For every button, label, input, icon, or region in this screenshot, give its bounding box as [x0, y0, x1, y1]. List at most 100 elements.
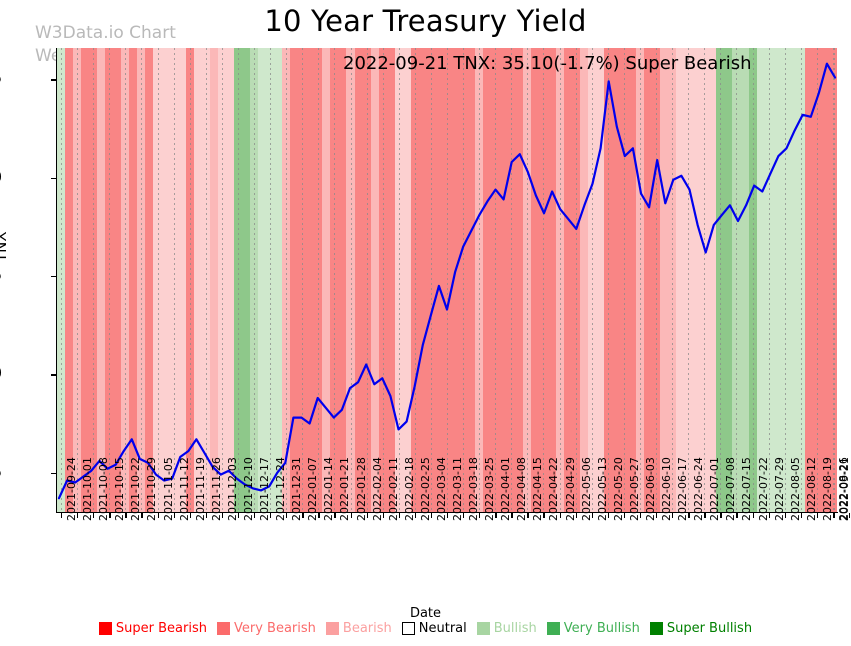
x-tick-mark: [816, 513, 819, 518]
gridline: [447, 48, 448, 512]
gridline: [656, 48, 658, 512]
series-line: [57, 62, 837, 500]
x-tick-label: 2022-07-08: [724, 457, 738, 521]
legend-item: Neutral: [401, 621, 467, 636]
y-axis-line: [56, 48, 58, 513]
x-tick-label: 2021-10-15: [113, 457, 127, 521]
regime-band: [209, 48, 219, 512]
x-tick-label: 2022-09-21: [838, 457, 851, 521]
gridline: [173, 48, 175, 512]
gridline: [511, 48, 513, 512]
x-tick-label: 2022-05-06: [579, 457, 593, 521]
x-tick-mark: [382, 513, 384, 518]
regime-band: [370, 48, 380, 512]
y-tick-label: 35: [0, 69, 2, 87]
x-tick-mark: [77, 513, 79, 518]
x-tick-mark: [607, 513, 610, 518]
x-tick-mark: [109, 513, 111, 518]
gridline: [752, 48, 754, 512]
x-tick-mark: [768, 513, 770, 518]
legend-swatch: [325, 622, 339, 635]
x-tick-label: 2022-03-18: [467, 457, 481, 521]
x-tick-mark: [205, 513, 208, 518]
gridline: [720, 48, 722, 512]
gridline: [559, 48, 561, 512]
x-tick-mark: [800, 513, 803, 518]
x-tick-label: 2022-06-17: [676, 457, 690, 521]
regime-band: [483, 48, 524, 512]
y-tick-label: 15: [0, 463, 2, 481]
gridline: [463, 48, 465, 512]
legend: Super Bearish Very Bearish Bearish Neutral B…: [0, 621, 851, 636]
x-tick-mark: [623, 513, 626, 518]
gridline: [591, 48, 593, 512]
y-tick-label: 20: [0, 364, 2, 382]
gridline: [237, 48, 239, 512]
gridline: [286, 48, 288, 512]
x-tick-mark: [639, 513, 642, 518]
legend-label: Bearish: [342, 621, 392, 636]
x-tick-label: 2021-10-01: [81, 457, 95, 521]
gridline: [270, 48, 272, 512]
x-tick-mark: [832, 513, 835, 518]
x-tick-label: 2022-01-21: [338, 457, 352, 521]
regime-band: [410, 48, 476, 512]
gridline: [141, 48, 143, 512]
x-tick-label: 2022-04-29: [563, 457, 577, 521]
y-tick-label: 25: [0, 266, 2, 284]
x-tick-mark: [511, 513, 513, 518]
x-tick-label: 2022-02-18: [402, 457, 416, 521]
x-tick-label: 2021-11-12: [177, 457, 191, 521]
x-tick-mark: [720, 513, 722, 518]
x-tick-mark: [173, 513, 175, 518]
x-tick-mark: [575, 513, 577, 518]
regime-band: [322, 48, 331, 512]
x-tick-label: 2022-02-25: [418, 457, 432, 521]
gridline: [205, 48, 207, 512]
x-tick-mark: [350, 513, 352, 518]
x-tick-mark: [141, 513, 143, 518]
x-tick-mark: [849, 513, 851, 518]
x-axis-line: [57, 512, 838, 514]
gridline: [398, 48, 400, 512]
x-tick-label: 2022-04-01: [499, 457, 513, 521]
x-tick-mark: [656, 513, 658, 518]
gridline: [382, 48, 384, 512]
gridline: [93, 48, 95, 512]
gridline: [77, 48, 79, 512]
x-tick-label: 2021-12-10: [241, 457, 255, 521]
x-tick-mark: [366, 513, 368, 518]
x-tick-label: 2022-06-10: [660, 457, 674, 521]
gridline: [495, 48, 497, 512]
x-tick-label: 2021-12-24: [274, 457, 288, 521]
legend-item: Bullish: [476, 621, 537, 636]
x-tick-mark: [254, 513, 256, 518]
x-tick-mark: [302, 513, 304, 518]
x-tick-mark: [430, 513, 433, 518]
x-tick-mark: [527, 513, 529, 518]
x-tick-label: 2021-11-26: [209, 457, 223, 521]
gridline: [816, 48, 818, 512]
gridline: [334, 48, 336, 512]
gridline: [350, 48, 352, 512]
gridline: [832, 48, 834, 512]
x-tick-mark: [704, 513, 706, 518]
gridline: [221, 48, 223, 512]
x-tick-label: 2022-07-01: [708, 457, 722, 521]
gridline: [414, 48, 416, 512]
regime-band: [579, 48, 589, 512]
x-tick-label: 2022-07-29: [772, 457, 786, 521]
gridline: [623, 48, 625, 512]
gridline: [672, 48, 674, 512]
legend-swatch: [401, 622, 415, 635]
x-tick-mark: [221, 513, 224, 518]
legend-swatch: [649, 622, 663, 635]
gridline: [61, 48, 63, 512]
gridline: [704, 48, 706, 512]
x-tick-label: 2022-05-20: [611, 457, 625, 521]
regime-band: [676, 48, 717, 512]
gridline: [302, 48, 304, 512]
x-tick-label: 2022-04-08: [515, 457, 529, 521]
x-tick-label: 2021-10-22: [129, 457, 143, 521]
